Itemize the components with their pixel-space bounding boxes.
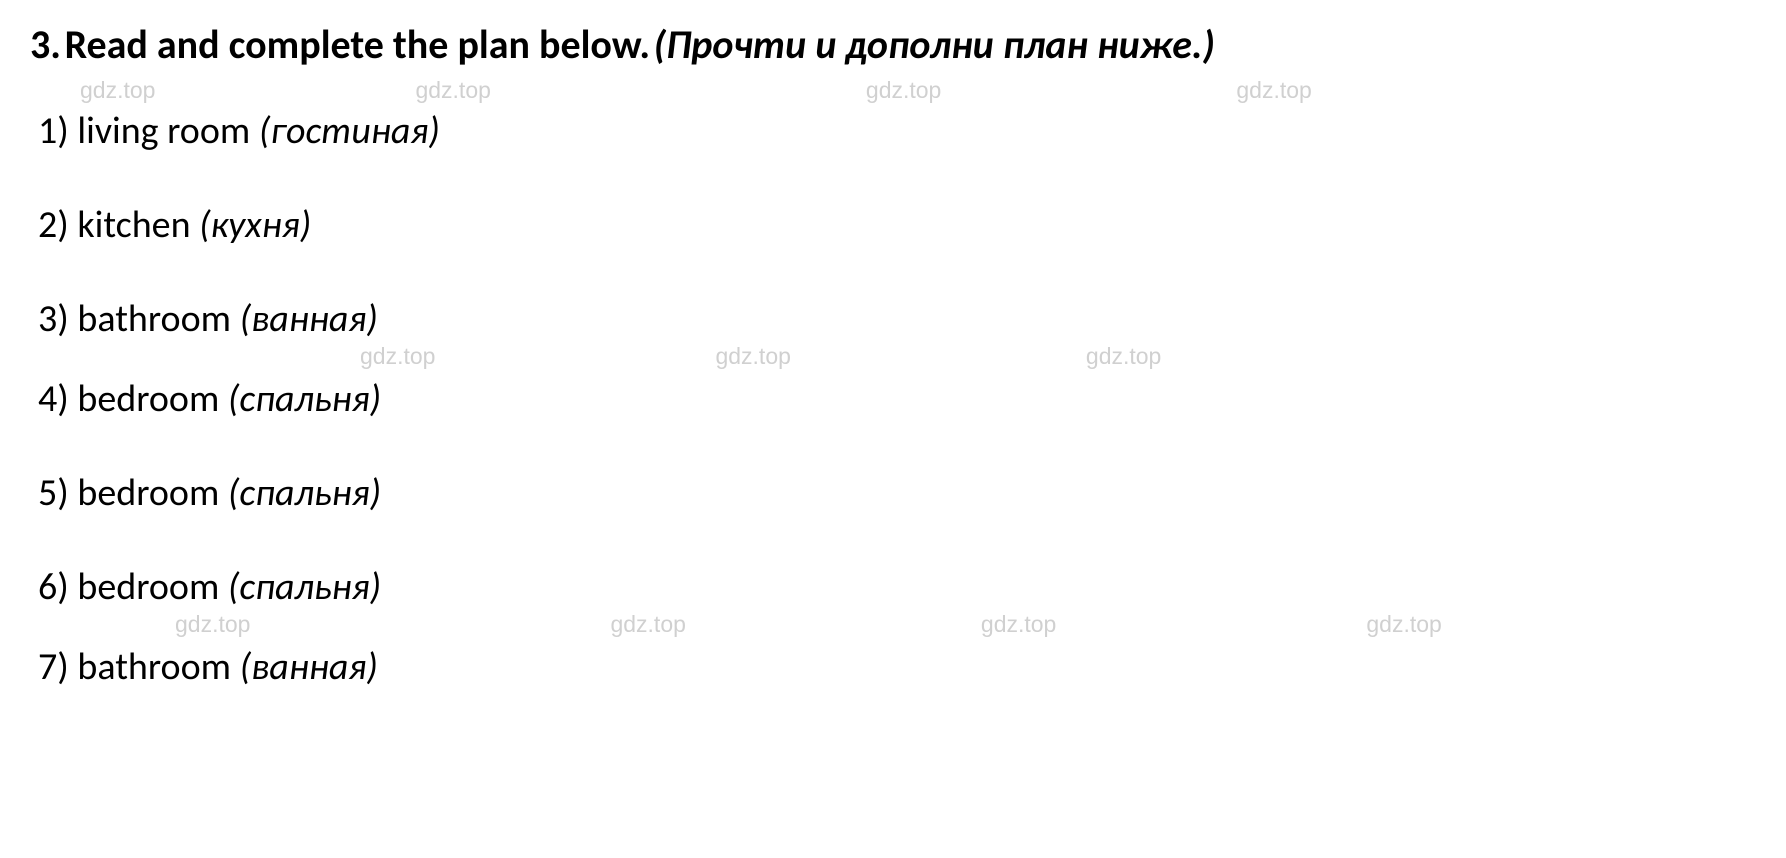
watermark: gdz.top (610, 611, 685, 638)
list-item: 6) bedroom (спальня) (38, 564, 1756, 610)
list-item: 4) bedroom (спальня) (38, 376, 1756, 422)
watermark: gdz.top (1086, 343, 1161, 370)
heading-translation: (Прочти и дополни план ниже.) (654, 20, 1215, 69)
watermark-row-top: gdz.top gdz.top gdz.top gdz.top (30, 77, 1756, 104)
item-english: kitchen (77, 202, 190, 248)
watermark: gdz.top (715, 343, 790, 370)
item-english: bedroom (77, 470, 219, 516)
item-number: 1) (38, 108, 69, 154)
item-number: 6) (38, 564, 69, 610)
watermark: gdz.top (1236, 77, 1311, 104)
item-english: bedroom (77, 376, 219, 422)
item-translation: (спальня) (228, 564, 381, 610)
list-item: 3) bathroom (ванная) (38, 296, 1756, 342)
watermark: gdz.top (415, 77, 490, 104)
item-number: 7) (38, 644, 69, 690)
item-number: 3) (38, 296, 69, 342)
item-translation: (ванная) (240, 644, 378, 690)
exercise-heading: 3. Read and complete the plan below. (Пр… (30, 20, 1756, 69)
item-number: 2) (38, 202, 69, 248)
list-item: 2) kitchen (кухня) (38, 202, 1756, 248)
watermark: gdz.top (80, 77, 155, 104)
watermark-row-bottom: gdz.top gdz.top gdz.top gdz.top (30, 611, 1756, 638)
item-translation: (кухня) (199, 202, 311, 248)
item-number: 5) (38, 470, 69, 516)
item-translation: (гостиная) (259, 108, 440, 154)
watermark: gdz.top (1366, 611, 1441, 638)
item-english: bathroom (77, 296, 231, 342)
item-translation: (спальня) (228, 470, 381, 516)
item-number: 4) (38, 376, 69, 422)
list-item: 5) bedroom (спальня) (38, 470, 1756, 516)
watermark: gdz.top (175, 611, 250, 638)
watermark: gdz.top (981, 611, 1056, 638)
item-translation: (ванная) (240, 296, 378, 342)
watermark-row-mid: gdz.top gdz.top gdz.top (30, 343, 1756, 370)
heading-number: 3. (30, 20, 61, 69)
list-item: 1) living room (гостиная) (38, 108, 1756, 154)
item-english: bathroom (77, 644, 231, 690)
list-item: 7) bathroom (ванная) (38, 644, 1756, 690)
item-translation: (спальня) (228, 376, 381, 422)
watermark: gdz.top (866, 77, 941, 104)
heading-english: Read and complete the plan below. (65, 20, 650, 69)
item-english: living room (77, 108, 250, 154)
watermark: gdz.top (360, 343, 435, 370)
item-english: bedroom (77, 564, 219, 610)
